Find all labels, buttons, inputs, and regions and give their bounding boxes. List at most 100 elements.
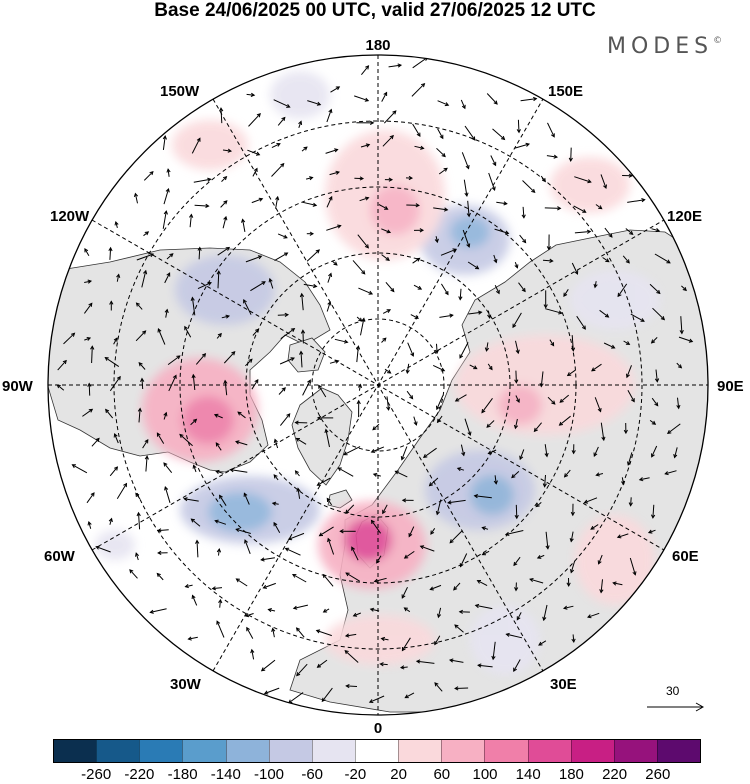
colorbar-tick-label: -220 bbox=[124, 766, 154, 783]
reference-vector-label: 30 bbox=[666, 684, 679, 698]
colorbar-swatch bbox=[355, 740, 398, 762]
wind-vector bbox=[217, 621, 224, 637]
wind-vector bbox=[548, 123, 555, 137]
lon-label-0: 0 bbox=[374, 720, 382, 737]
wind-vector bbox=[262, 660, 275, 671]
iceland bbox=[328, 490, 352, 508]
wind-vector bbox=[164, 463, 172, 473]
colorbar-swatch bbox=[139, 740, 182, 762]
wind-vector bbox=[197, 541, 198, 558]
colorbar-tick-label: -100 bbox=[254, 766, 284, 783]
anomaly-asia-positive bbox=[575, 515, 655, 605]
wind-vector bbox=[353, 260, 365, 273]
wind-vector bbox=[413, 124, 420, 136]
wind-vector bbox=[412, 84, 425, 97]
lon-label-150w: 150W bbox=[160, 83, 200, 100]
wind-vector bbox=[275, 253, 288, 261]
wind-vector bbox=[338, 468, 353, 476]
wind-vector bbox=[571, 148, 572, 161]
colorbar-tick-label: -20 bbox=[345, 766, 367, 783]
colorbar-swatch bbox=[484, 740, 527, 762]
anomaly-east-siberia-core bbox=[450, 216, 490, 248]
colorbar-tick-label: 260 bbox=[645, 766, 670, 783]
wind-vector bbox=[139, 513, 140, 530]
wind-vector bbox=[110, 467, 117, 476]
wind-vector bbox=[437, 148, 446, 156]
colorbar-swatch bbox=[312, 740, 355, 762]
colorbar-tick-label: -260 bbox=[81, 766, 111, 783]
lon-label-30e: 30E bbox=[550, 676, 577, 693]
colorbar-swatch bbox=[269, 740, 312, 762]
colorbar-tick-label: -60 bbox=[301, 766, 323, 783]
wind-vector bbox=[361, 66, 368, 75]
wind-vector bbox=[297, 628, 305, 637]
wind-vector bbox=[460, 342, 468, 358]
anomaly-north-atlantic-core bbox=[208, 492, 272, 532]
wind-vector bbox=[493, 129, 505, 140]
lon-label-180: 180 bbox=[365, 37, 390, 54]
wind-vector bbox=[272, 164, 284, 177]
wind-vector bbox=[303, 330, 304, 343]
colorbar-swatch bbox=[528, 740, 571, 762]
colorbar-swatch bbox=[614, 740, 657, 762]
lon-label-90w: 90W bbox=[2, 378, 34, 395]
wind-vector bbox=[289, 693, 303, 703]
wind-vector bbox=[286, 548, 301, 555]
wind-vector bbox=[117, 484, 126, 499]
wind-vector bbox=[293, 575, 306, 583]
anomaly-north-america-core bbox=[182, 396, 234, 444]
colorbar bbox=[53, 739, 701, 763]
wind-vector bbox=[236, 579, 247, 586]
colorbar-tick-label: 180 bbox=[559, 766, 584, 783]
reference-vector-arrow bbox=[646, 700, 706, 714]
colorbar-tick-label: 140 bbox=[516, 766, 541, 783]
anomaly-med-positive bbox=[325, 615, 435, 665]
wind-vector bbox=[518, 120, 519, 133]
anomaly-alaska-negative bbox=[175, 255, 275, 325]
wind-vector bbox=[344, 447, 360, 455]
colorbar-tick-label: -140 bbox=[211, 766, 241, 783]
wind-vector bbox=[72, 465, 87, 473]
anomaly-west-negative bbox=[270, 71, 330, 119]
wind-vector bbox=[489, 173, 495, 190]
colorbar-swatch bbox=[441, 740, 484, 762]
colorbar-swatch bbox=[96, 740, 139, 762]
lon-label-60w: 60W bbox=[44, 548, 76, 565]
wind-vector bbox=[280, 414, 289, 426]
wind-vector bbox=[303, 380, 311, 395]
wind-vector bbox=[249, 114, 261, 127]
lon-label-30w: 30W bbox=[170, 676, 202, 693]
wind-vector bbox=[516, 505, 517, 518]
wind-vector bbox=[441, 284, 448, 295]
anomaly-central-asia-negative bbox=[570, 270, 660, 330]
wind-vector bbox=[221, 108, 222, 123]
wind-vector bbox=[487, 94, 497, 105]
wind-vector bbox=[92, 346, 93, 363]
colorbar-swatch bbox=[226, 740, 269, 762]
wind-vector bbox=[627, 200, 645, 203]
wind-vector bbox=[413, 58, 428, 68]
wind-vector bbox=[455, 688, 468, 689]
lon-label-120w: 120W bbox=[50, 208, 90, 225]
map-disk bbox=[46, 55, 720, 715]
wind-vector bbox=[516, 371, 517, 383]
lon-label-120e: 120E bbox=[667, 208, 702, 225]
colorbar-tick-label: 20 bbox=[390, 766, 407, 783]
lon-label-60e: 60E bbox=[672, 548, 699, 565]
colorbar-swatch bbox=[54, 740, 96, 762]
wind-vector bbox=[462, 152, 468, 168]
colorbar-swatch bbox=[657, 740, 700, 762]
wind-vector bbox=[523, 181, 535, 193]
colorbar-tick-label: 60 bbox=[433, 766, 450, 783]
lon-label-150e: 150E bbox=[548, 83, 583, 100]
anomaly-nw-pacific-positive bbox=[550, 157, 630, 213]
wind-vector bbox=[386, 282, 394, 291]
anomaly-central-siberia-core bbox=[498, 385, 542, 425]
lon-label-90e: 90E bbox=[717, 378, 744, 395]
wind-vector bbox=[195, 205, 209, 206]
wind-vector bbox=[323, 575, 333, 587]
colorbar-swatch bbox=[182, 740, 225, 762]
wind-vector bbox=[89, 384, 90, 396]
